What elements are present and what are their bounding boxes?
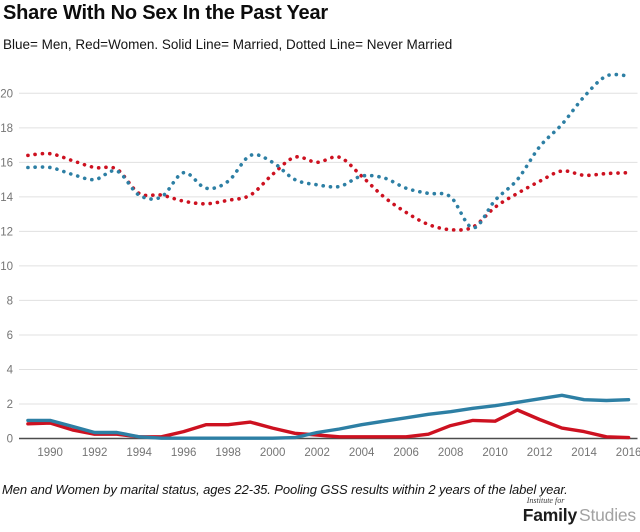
chart-title: Share With No Sex In the Past Year [3, 2, 328, 24]
x-tick-label: 2008 [438, 447, 464, 459]
y-tick-label: 6 [7, 330, 13, 342]
x-tick-label: 1998 [215, 447, 241, 459]
x-tick-label: 2016 [616, 447, 640, 459]
x-tick-label: 2012 [527, 447, 553, 459]
y-tick-label: 10 [0, 261, 13, 273]
x-tick-label: 1992 [82, 447, 108, 459]
series-never-married-men [26, 72, 631, 230]
x-tick-label: 2002 [304, 447, 330, 459]
y-tick-label: 4 [7, 364, 14, 376]
logo-family: Family [522, 505, 578, 525]
chart-caption: Men and Women by marital status, ages 22… [2, 482, 568, 497]
y-tick-label: 14 [0, 192, 13, 204]
y-tick-label: 8 [7, 295, 13, 307]
gridlines [19, 92, 638, 440]
series-never-married-women [26, 151, 631, 232]
x-tick-label: 1990 [37, 447, 63, 459]
x-tick-label: 2014 [571, 447, 597, 459]
x-tick-label: 1994 [126, 447, 152, 459]
y-tick-label: 20 [0, 88, 13, 100]
ifs-logo: Institute for Family Studies [523, 497, 636, 525]
y-tick-label: 0 [7, 434, 13, 446]
y-tick-label: 2 [7, 399, 13, 411]
y-tick-label: 18 [0, 123, 13, 135]
logo-studies: Studies [579, 505, 636, 525]
x-axis-labels: 1990 1992 1994 1996 1998 2000 2002 2004 2006 2008… [37, 447, 640, 459]
x-tick-label: 2000 [260, 447, 286, 459]
y-axis-labels: 0 2 4 6 8 10 12 14 16 18 20 [0, 88, 13, 445]
logo-brand: Family Studies [522, 505, 636, 525]
series-married-men [26, 393, 631, 440]
chart-legend-subtitle: Blue= Men, Red=Women. Solid Line= Marrie… [3, 37, 453, 52]
y-tick-label: 12 [0, 226, 13, 238]
x-tick-label: 2010 [482, 447, 508, 459]
x-tick-label: 2006 [393, 447, 419, 459]
logo-institute-for: Institute for [526, 496, 565, 505]
x-tick-label: 1996 [171, 447, 197, 459]
x-tick-label: 2004 [349, 447, 375, 459]
y-tick-label: 16 [0, 157, 13, 169]
